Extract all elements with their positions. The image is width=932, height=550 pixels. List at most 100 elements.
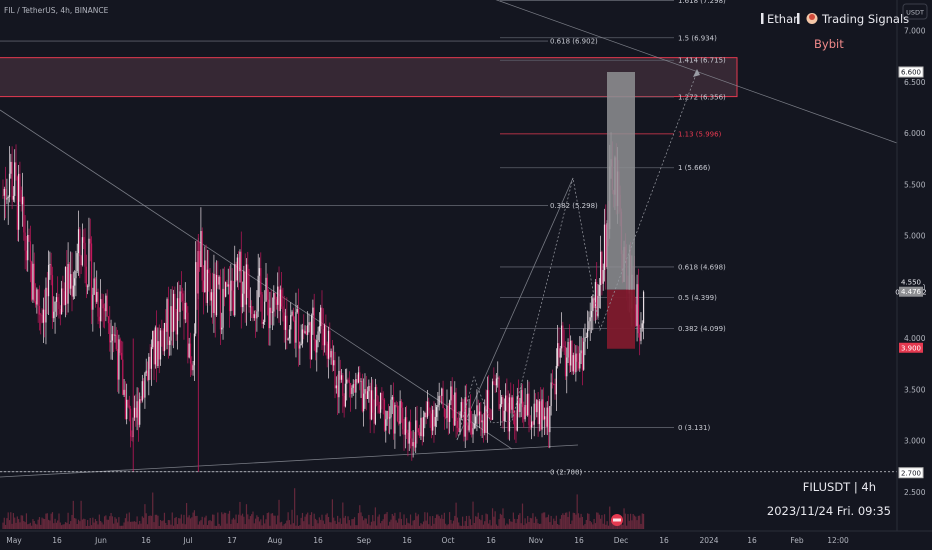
candle-body [562,325,564,346]
volume-bar [531,518,533,529]
volume-bar [579,517,581,529]
candle-body [373,412,375,424]
x-tick-label: May [6,536,22,545]
candle-body [490,418,492,420]
candle-body [40,314,42,316]
event-icon-mark [613,518,621,522]
volume-bar [105,515,107,529]
volume-bar [175,517,177,529]
candle-body [53,311,55,319]
plot-area[interactable]: 1.618 (7.298) 1.5 (6.934) 1.414 (6.715) 1.2… [0,0,897,529]
volume-bar [310,512,313,529]
candle-body [260,268,262,295]
candle-body [452,410,455,426]
candle-body [225,282,227,297]
volume-bar [230,523,232,529]
volume-bar [54,518,56,529]
candle-body [149,356,151,369]
candle-body [34,301,37,305]
volume-bar [262,515,264,529]
candle-body [432,409,434,431]
candle-body [58,301,60,309]
volume-bar [60,525,63,529]
volume-bar [137,524,140,529]
volume-bar [37,519,39,529]
candle-body [534,403,537,413]
volume-bar [455,502,457,529]
candle-body [106,295,108,317]
candle-body [541,399,543,430]
volume-bar [642,513,645,529]
volume-bar [243,516,245,529]
volume-bar [473,522,475,529]
y-tick-label: 3.000 [904,437,926,446]
candle-body [139,399,141,425]
volume-bar [590,522,593,529]
position-loss-zone[interactable] [607,289,635,349]
candle-body [222,288,224,328]
candle-body [559,348,561,358]
volume-bar [482,524,485,529]
volume-bar [396,522,399,529]
candle-body [258,268,261,276]
volume-bar [41,517,43,529]
candle-body [481,420,483,423]
candle-body [476,405,478,417]
volume-bar [154,514,156,529]
volume-bar [152,492,154,529]
candle-body [551,382,554,384]
candle-body [329,330,331,358]
volume-bar [424,512,426,529]
candle-body [210,292,212,301]
volume-bar [221,512,223,529]
volume-bar [425,520,427,529]
volume-bar [369,525,371,529]
position-profit-zone[interactable] [607,72,635,290]
volume-bar [581,516,583,529]
candle-body [144,373,146,398]
candle-body [5,188,7,200]
volume-bar [12,513,15,529]
candle-body [234,264,236,316]
volume-bar [533,522,535,529]
time-axis[interactable]: May 16 Jun 16 Jul 17 Aug 16 Sep 16 Oct 16 Nov 16 Dec 16… [6,536,849,545]
volume-bar [153,522,155,529]
candle-body [41,314,43,323]
trend-line [0,109,513,450]
candle-body [120,352,123,360]
candle-body [338,370,340,398]
candle-body [577,361,580,369]
volume-bar [74,518,76,529]
candle-body [157,341,159,367]
candle-body [415,420,417,448]
candle-body [110,340,112,343]
x-tick-label: Nov [529,536,544,545]
volume-bar [320,519,322,529]
candle-body [337,385,339,398]
volume-bar [169,520,171,529]
bar-icon [761,13,764,24]
price-badge-target [898,66,924,78]
candle-body [439,395,442,397]
volume-bar [232,517,235,529]
volume-bar [260,519,262,529]
volume-bar [549,522,551,529]
candle-body [167,299,169,345]
volume-bar [629,513,632,529]
candle-body [573,355,576,373]
candle-body [80,256,82,266]
volume-bar [223,512,225,529]
candle-body [512,397,514,414]
volume-bar [538,524,541,529]
volume-bar [580,513,582,529]
currency-button[interactable] [902,3,928,20]
volume-bar [546,517,548,529]
volume-bar [79,521,81,529]
volume-bar [415,512,417,529]
candle-body [366,391,369,399]
volume-bar [29,522,31,529]
candle-body [299,345,301,349]
volume-bar [609,506,611,529]
candle-body [287,338,289,340]
